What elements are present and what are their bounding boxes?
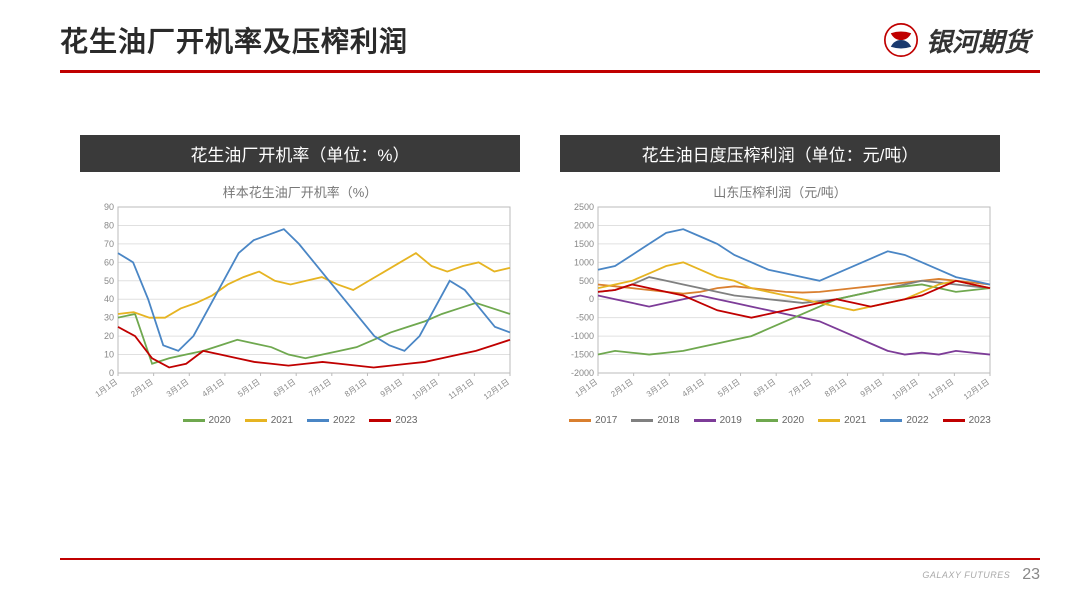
svg-text:2月1日: 2月1日	[609, 377, 635, 399]
legend-label: 2021	[844, 415, 866, 426]
chart-left-inner-title: 样本花生油厂开机率（%）	[80, 182, 520, 201]
legend-item: 2020	[183, 415, 231, 426]
svg-text:5月1日: 5月1日	[236, 377, 262, 399]
svg-text:-1500: -1500	[571, 350, 594, 360]
legend-item: 2019	[694, 415, 742, 426]
svg-text:4月1日: 4月1日	[680, 377, 706, 399]
svg-text:12月1日: 12月1日	[962, 377, 991, 401]
svg-text:50: 50	[104, 276, 114, 286]
legend-item: 2020	[756, 415, 804, 426]
legend-item: 2023	[369, 415, 417, 426]
svg-text:40: 40	[104, 294, 114, 304]
chart-left-header: 花生油厂开机率（单位：%）	[80, 135, 520, 172]
legend-label: 2023	[969, 415, 991, 426]
legend-label: 2021	[271, 415, 293, 426]
legend-item: 2017	[569, 415, 617, 426]
svg-text:9月1日: 9月1日	[859, 377, 885, 399]
svg-text:10月1日: 10月1日	[891, 377, 920, 401]
svg-text:500: 500	[579, 276, 594, 286]
legend-label: 2022	[906, 415, 928, 426]
slide-header: 花生油厂开机率及压榨利润 银河期货	[0, 20, 1080, 60]
svg-text:7月1日: 7月1日	[787, 377, 813, 399]
brand-logo-icon	[884, 23, 918, 57]
svg-text:7月1日: 7月1日	[307, 377, 333, 399]
legend-item: 2021	[818, 415, 866, 426]
svg-text:-2000: -2000	[571, 368, 594, 378]
chart-right-header: 花生油日度压榨利润（单位：元/吨）	[560, 135, 1000, 172]
svg-text:8月1日: 8月1日	[823, 377, 849, 399]
svg-text:2000: 2000	[574, 220, 594, 230]
legend-item: 2018	[631, 415, 679, 426]
svg-text:11月1日: 11月1日	[447, 377, 476, 401]
footer-brand-text: GALAXY FUTURES	[922, 570, 1010, 580]
legend-label: 2017	[595, 415, 617, 426]
header-divider	[60, 70, 1040, 73]
svg-text:70: 70	[104, 239, 114, 249]
svg-text:5月1日: 5月1日	[716, 377, 742, 399]
svg-text:2月1日: 2月1日	[129, 377, 155, 399]
charts-row: 花生油厂开机率（单位：%） 样本花生油厂开机率（%） 0 10 20 30 40 50 60…	[0, 135, 1080, 426]
chart-right-legend: 2017 2018 2019 2020 2021 2022 2023	[560, 415, 1000, 426]
svg-text:11月1日: 11月1日	[927, 377, 956, 401]
page-number: 23	[1022, 566, 1040, 584]
svg-text:-500: -500	[576, 313, 594, 323]
svg-text:1月1日: 1月1日	[94, 377, 120, 399]
svg-text:20: 20	[104, 331, 114, 341]
svg-text:4月1日: 4月1日	[200, 377, 226, 399]
svg-text:8月1日: 8月1日	[343, 377, 369, 399]
chart-left-plot: 0 10 20 30 40 50 60 70 80 90 1月1日 2月1日 3月1日 4月1日 5月1日 6…	[80, 201, 520, 411]
legend-label: 2020	[209, 415, 231, 426]
svg-text:12月1日: 12月1日	[482, 377, 511, 401]
slide-footer: GALAXY FUTURES 23	[60, 558, 1040, 584]
svg-text:10月1日: 10月1日	[411, 377, 440, 401]
svg-text:0: 0	[109, 368, 114, 378]
svg-text:1500: 1500	[574, 239, 594, 249]
chart-left-legend: 2020 2021 2022 2023	[80, 415, 520, 426]
chart-right-plot: -2000 -1500 -1000 -500 0 500 1000 1500 2000 2500 1…	[560, 201, 1000, 411]
svg-text:60: 60	[104, 257, 114, 267]
chart-right: 花生油日度压榨利润（单位：元/吨） 山东压榨利润（元/吨） -2000 -1500…	[560, 135, 1000, 426]
svg-text:-1000: -1000	[571, 331, 594, 341]
brand-name: 银河期货	[926, 22, 1030, 59]
svg-text:80: 80	[104, 220, 114, 230]
chart-right-inner-title: 山东压榨利润（元/吨）	[560, 182, 1000, 201]
legend-label: 2022	[333, 415, 355, 426]
svg-text:3月1日: 3月1日	[165, 377, 191, 399]
svg-text:0: 0	[589, 294, 594, 304]
svg-text:2500: 2500	[574, 202, 594, 212]
legend-item: 2022	[880, 415, 928, 426]
legend-item: 2023	[943, 415, 991, 426]
svg-text:1000: 1000	[574, 257, 594, 267]
svg-text:30: 30	[104, 313, 114, 323]
svg-text:3月1日: 3月1日	[645, 377, 671, 399]
legend-item: 2022	[307, 415, 355, 426]
page-title: 花生油厂开机率及压榨利润	[60, 20, 408, 60]
svg-text:90: 90	[104, 202, 114, 212]
legend-label: 2019	[720, 415, 742, 426]
legend-label: 2018	[657, 415, 679, 426]
legend-label: 2020	[782, 415, 804, 426]
svg-text:6月1日: 6月1日	[272, 377, 298, 399]
legend-item: 2021	[245, 415, 293, 426]
svg-text:9月1日: 9月1日	[379, 377, 405, 399]
svg-text:10: 10	[104, 350, 114, 360]
chart-left: 花生油厂开机率（单位：%） 样本花生油厂开机率（%） 0 10 20 30 40 50 60…	[80, 135, 520, 426]
svg-text:1月1日: 1月1日	[574, 377, 600, 399]
svg-text:6月1日: 6月1日	[752, 377, 778, 399]
brand-block: 银河期货	[884, 22, 1030, 59]
legend-label: 2023	[395, 415, 417, 426]
